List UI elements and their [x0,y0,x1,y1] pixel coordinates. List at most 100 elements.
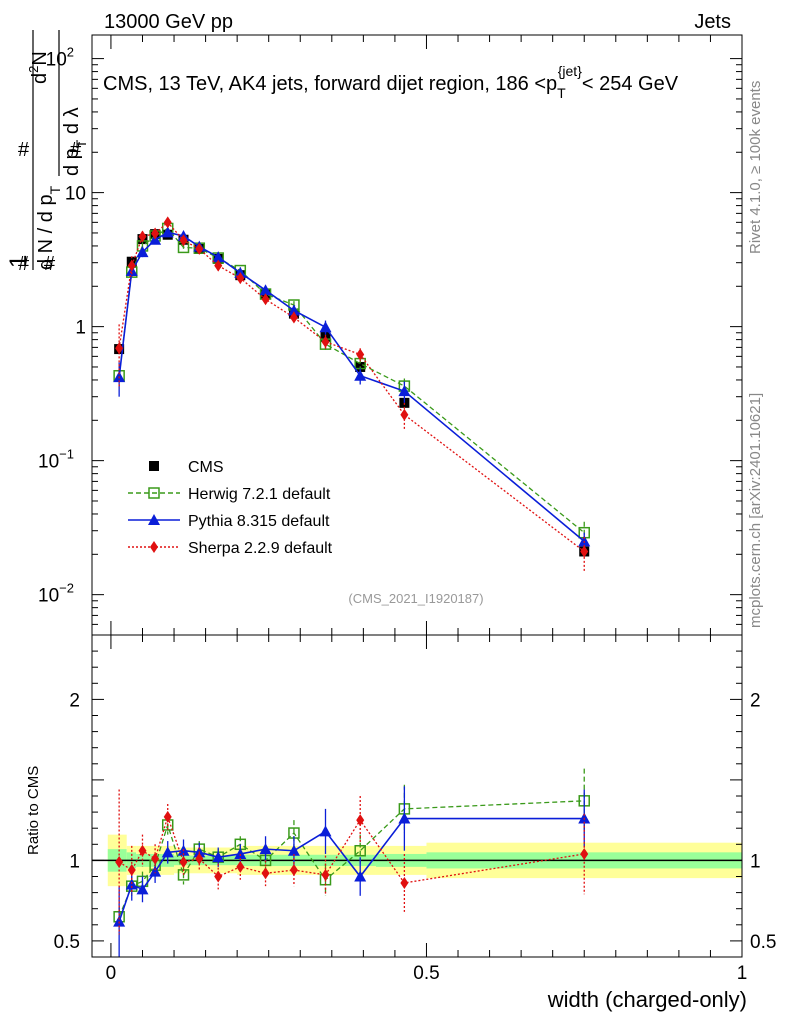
data-point-sherpa [195,242,204,255]
svg-text:1: 1 [5,255,32,268]
data-point-pythia [259,284,272,296]
main-y-tick-label: 10−2 [38,581,74,607]
ratio-y-tick-label: 2 [69,690,80,711]
legend-item-cms: CMS [149,459,224,476]
data-point-sherpa [580,545,589,558]
data-point-sherpa [214,870,223,883]
svg-text:#: # [44,253,56,275]
data-point-sherpa [195,852,204,865]
ratio-y-axis-label: Ratio to CMS [25,766,42,855]
main-series-layer [113,216,591,572]
data-point-pythia [161,226,174,238]
data-point-sherpa [214,259,223,272]
data-point-sherpa [400,408,409,421]
data-point-pythia [113,915,126,927]
ratio-y-tick-label-right: 1 [750,851,761,872]
data-point-sherpa [321,335,330,348]
legend-label: Pythia 8.315 default [188,513,330,530]
data-point-sherpa [236,272,245,285]
legend-label: CMS [188,459,224,476]
x-tick-label: 1 [737,963,748,984]
data-point-pythia [319,825,332,837]
legend: CMS Herwig 7.2.1 default Pythia 8.315 defa… [128,459,333,557]
legend-marker [150,541,158,553]
main-y-tick-label: 10−1 [38,447,74,473]
x-tick-label: 0.5 [413,963,439,984]
legend-item-herwig: Herwig 7.2.1 default [128,486,331,503]
svg-text:#: # [70,139,82,161]
data-point-sherpa [289,864,298,877]
chart-title: CMS, 13 TeV, AK4 jets, forward dijet reg… [103,63,679,101]
data-point-sherpa [115,342,124,355]
data-point-sherpa [179,234,188,247]
main-y-axis: 10−2 10−1 1 10 102 [38,45,742,636]
legend-marker [148,514,160,525]
data-point-pythia [136,246,149,258]
ratio-y-tick-label-right: 0.5 [750,932,776,953]
data-point-sherpa [151,227,160,240]
data-point-sherpa [151,852,160,865]
main-y-tick-label: 1 [75,318,86,339]
process-label: Jets [694,11,731,33]
mcplots-site-label: mcplots.cern.ch [arXiv:2401.10621] [747,393,764,628]
ratio-panel: 0.5 0.51 12 2 0 0.5 1 Ratio to CMS width (cha… [25,634,776,1012]
data-point-pythia [125,878,138,890]
ratio-y-axis: 0.5 0.5 1 1 2 2 [54,634,776,958]
data-point-sherpa [179,856,188,869]
data-point-sherpa [163,810,172,823]
svg-text:d2N: d2N [26,51,51,84]
data-point-pythia [287,304,300,316]
data-point-pythia [212,251,225,263]
data-point-sherpa [580,847,589,860]
beam-label: 13000 GeV pp [104,11,233,33]
data-point-pythia [398,385,411,397]
main-y-tick-label: 10 [65,184,86,205]
x-axis-label: width (charged-only) [547,987,747,1012]
data-point-sherpa [289,311,298,324]
legend-item-sherpa: Sherpa 2.2.9 default [128,540,333,557]
data-point-sherpa [138,844,147,857]
data-point-sherpa [400,876,409,889]
ratio-frame [91,634,743,958]
legend-marker [149,461,159,471]
data-point-pythia [354,870,367,882]
data-point-sherpa [356,348,365,361]
data-point-pythia [398,812,411,824]
data-point-pythia [319,321,332,333]
main-y-axis-label: 1 d N / d pT d2N d pT d λ # # # # [5,30,89,275]
svg-text:d pT d λ: d pT d λ [61,107,89,176]
data-point-pythia [161,846,174,858]
legend-marker [148,487,160,499]
data-point-pythia [259,843,272,855]
data-point-sherpa [163,216,172,229]
data-point-sherpa [138,230,147,243]
x-tick-label: 0 [106,963,117,984]
data-point-sherpa [261,867,270,880]
data-point-herwig [354,844,366,857]
svg-text:d N / d pT: d N / d pT [35,185,63,270]
rivet-version-label: Rivet 4.1.0, ≥ 100k events [747,81,764,254]
ratio-y-tick-label-right: 2 [750,690,761,711]
ratio-x-axis: 0 0.5 1 [106,635,748,984]
legend-label: Herwig 7.2.1 default [188,486,331,503]
data-point-pythia [212,851,225,863]
data-point-sherpa [321,868,330,881]
data-point-pythia [149,865,162,877]
ratio-series-layer [113,768,591,957]
data-point-pythia [287,844,300,856]
data-point-sherpa [236,860,245,873]
ratio-y-tick-label: 1 [69,851,80,872]
svg-text:#: # [18,139,30,161]
data-point-sherpa [261,293,270,306]
data-point-pythia [354,369,367,381]
data-point-sherpa [127,864,136,877]
svg-text:#: # [18,253,30,275]
data-point-pythia [578,535,591,547]
data-point-sherpa [115,856,124,869]
main-panel: 10−2 10−1 1 10 102 CMS, 13 TeV, AK4 jets, fo… [5,30,743,636]
data-point-pythia [136,883,149,895]
main-x-ticks [110,35,743,635]
legend-label: Sherpa 2.2.9 default [188,540,333,557]
data-point-sherpa [356,814,365,827]
